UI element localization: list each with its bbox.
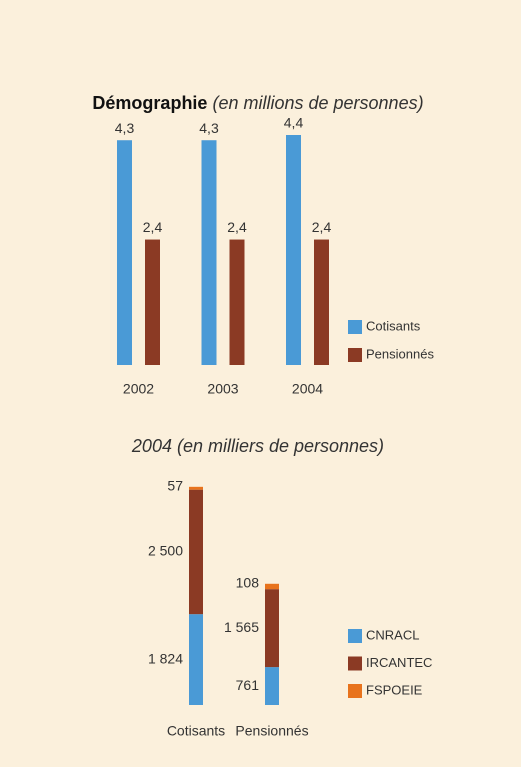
legend-swatch [348, 320, 362, 334]
value-label: 1 565 [224, 619, 259, 635]
value-label: 2,4 [312, 219, 332, 235]
legend-label: CNRACL [366, 627, 419, 642]
bar [286, 135, 301, 365]
value-label: 761 [236, 677, 260, 693]
chart-title-line: Démographie (en millions de personnes) [92, 93, 423, 113]
chart-title: 2004 (en milliers de personnes) [131, 436, 384, 456]
x-tick-label: Pensionnés [235, 723, 308, 739]
value-label: 4,4 [284, 115, 304, 131]
bar [229, 239, 245, 365]
value-label: 57 [167, 478, 183, 494]
value-label: 4,3 [115, 120, 135, 136]
bar [201, 140, 217, 365]
value-label: 108 [236, 574, 260, 590]
bar-segment [265, 583, 279, 590]
bar-segment [189, 486, 203, 490]
value-label: 2 500 [148, 543, 183, 559]
bar-segment [265, 589, 279, 668]
bar-segment [189, 489, 203, 615]
bar [145, 239, 160, 365]
legend-swatch [348, 629, 362, 643]
chart-title: Démographie [92, 93, 207, 113]
value-label: 4,3 [199, 120, 219, 136]
legend-label: FSPOEIE [366, 682, 423, 697]
bar-segment [265, 667, 279, 705]
bar [314, 239, 329, 365]
value-label: 2,4 [227, 219, 247, 235]
chart-subtitle: (en millions de personnes) [212, 93, 423, 113]
legend-label: Cotisants [366, 318, 421, 333]
x-tick-label: 2002 [123, 381, 154, 397]
value-label: 1 824 [148, 650, 183, 666]
bar [117, 140, 132, 365]
legend-label: IRCANTEC [366, 655, 432, 670]
x-tick-label: 2004 [292, 381, 323, 397]
x-tick-label: 2003 [207, 381, 238, 397]
x-tick-label: Cotisants [167, 723, 225, 739]
legend-swatch [348, 656, 362, 671]
bar-segment [189, 614, 203, 705]
legend-label: Pensionnés [366, 346, 434, 361]
legend-swatch [348, 684, 362, 698]
value-label: 2,4 [143, 219, 163, 235]
legend-swatch [348, 348, 362, 362]
